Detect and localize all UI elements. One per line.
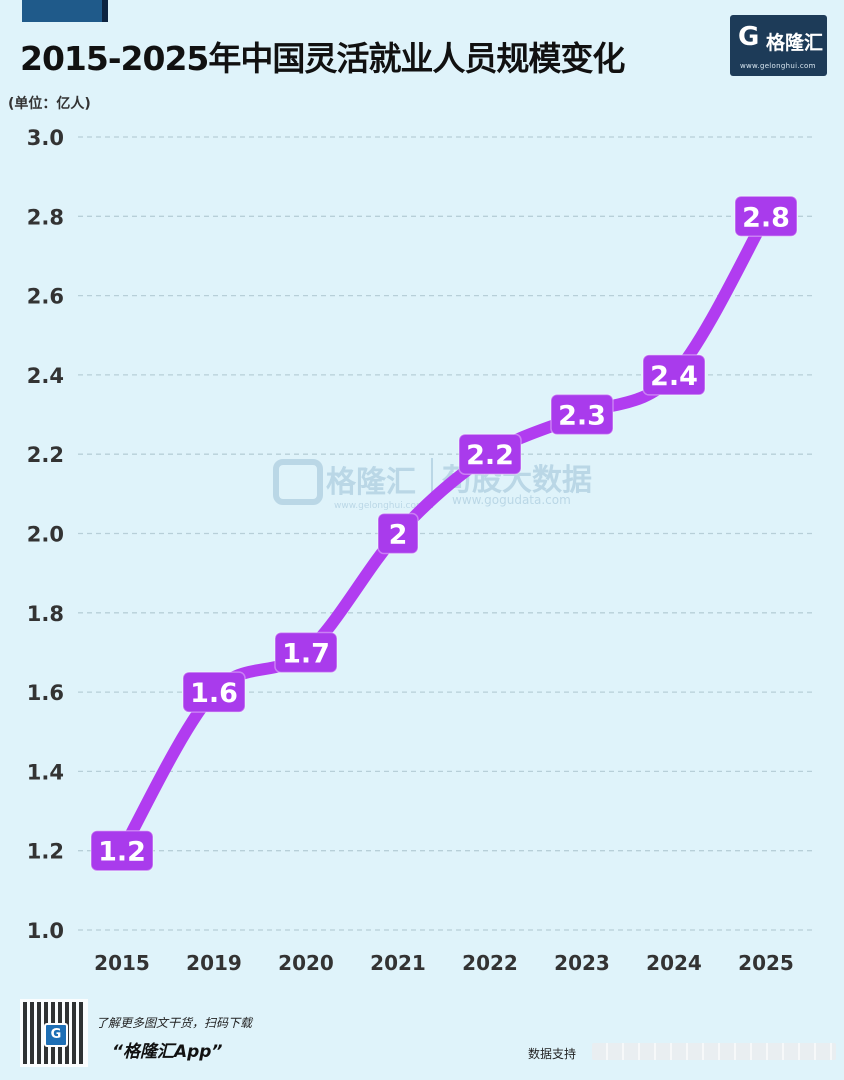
y-tick-label: 2.2: [27, 443, 64, 467]
data-label-box: [182, 671, 246, 713]
qr-logo-icon: G: [44, 1023, 68, 1047]
x-tick-label: 2015: [94, 951, 150, 975]
data-label: 1.6: [190, 678, 238, 709]
grid-layer: [78, 136, 812, 931]
x-axis: 2015 2019 2020 2021 2022 2023 2024 2025: [94, 951, 794, 975]
x-tick-label: 2021: [370, 951, 426, 975]
data-label: 2: [389, 520, 408, 551]
unit-label: (单位：亿人): [8, 96, 91, 112]
data-label-box: [458, 433, 522, 475]
top-tab-decoration: [22, 0, 108, 22]
y-tick-label: 2.4: [27, 364, 64, 388]
data-label: 1.7: [282, 638, 330, 669]
footer-app-name: “格隆汇App”: [112, 1042, 223, 1062]
series-layer: [116, 210, 772, 857]
logo-name: 格隆汇: [766, 32, 824, 54]
logo-url: www.gelonghui.com: [740, 62, 816, 70]
data-point: 2.3: [550, 393, 614, 436]
watermark-right-url: www.gogudata.com: [452, 493, 571, 507]
y-tick-label: 1.6: [27, 681, 64, 705]
footer-promo-text: 了解更多图文干货，扫码下载: [96, 1016, 253, 1030]
y-axis: 1.0 1.2 1.4 1.6 1.8 2.0 2.2 2.4 2.6 2.8 3.0: [27, 126, 64, 943]
y-tick-label: 2.8: [27, 205, 64, 229]
data-label-box: [274, 631, 338, 674]
data-label: 1.2: [98, 837, 146, 868]
data-point: 2: [377, 512, 419, 555]
source-redacted: [592, 1043, 836, 1060]
y-tick-label: 1.4: [27, 760, 64, 784]
y-tick-label: 2.0: [27, 523, 64, 547]
data-point: 1.2: [90, 829, 154, 872]
data-label-layer: 1.2 1.6 1.7 2 2.2 2.3 2.4 2.8: [90, 195, 798, 872]
x-tick-label: 2025: [738, 951, 794, 975]
y-tick-label: 2.6: [27, 285, 64, 309]
x-tick-label: 2023: [554, 951, 610, 975]
line-chart: 格隆汇 www.gelonghui.com 苟股大数据 www.gogudata…: [27, 126, 812, 975]
data-label-box: [377, 512, 419, 555]
data-label-box: [90, 829, 154, 872]
x-tick-label: 2022: [462, 951, 518, 975]
y-tick-label: 3.0: [27, 126, 64, 150]
x-tick-label: 2024: [646, 951, 702, 975]
data-label-box: [550, 393, 614, 436]
data-label: 2.4: [650, 361, 698, 392]
data-point: 2.2: [458, 433, 522, 475]
chart-title: 2015-2025年中国灵活就业人员规模变化: [20, 39, 625, 78]
watermark-g-icon: [273, 459, 323, 505]
x-tick-label: 2020: [278, 951, 334, 975]
series-line: [116, 210, 772, 857]
data-label-box: [734, 195, 798, 238]
data-label: 2.2: [466, 440, 514, 471]
data-point: 1.6: [182, 671, 246, 713]
data-label: 2.3: [558, 401, 606, 432]
y-tick-label: 1.2: [27, 840, 64, 864]
footer-source-label: 数据支持: [528, 1047, 577, 1061]
y-tick-label: 1.0: [27, 919, 64, 943]
x-tick-label: 2019: [186, 951, 242, 975]
qr-code[interactable]: [20, 999, 88, 1067]
y-tick-label: 1.8: [27, 602, 64, 626]
logo-g-icon: G: [738, 22, 760, 52]
data-point: 1.7: [274, 631, 338, 674]
watermark-left-name: 格隆汇: [326, 465, 416, 500]
data-label-box: [642, 354, 706, 396]
brand-logo[interactable]: G 格隆汇 www.gelonghui.com: [730, 15, 827, 76]
data-label: 2.8: [742, 202, 790, 233]
watermark-left-url: www.gelonghui.com: [334, 501, 425, 511]
data-point: 2.4: [642, 354, 706, 396]
data-point: 2.8: [734, 195, 798, 238]
